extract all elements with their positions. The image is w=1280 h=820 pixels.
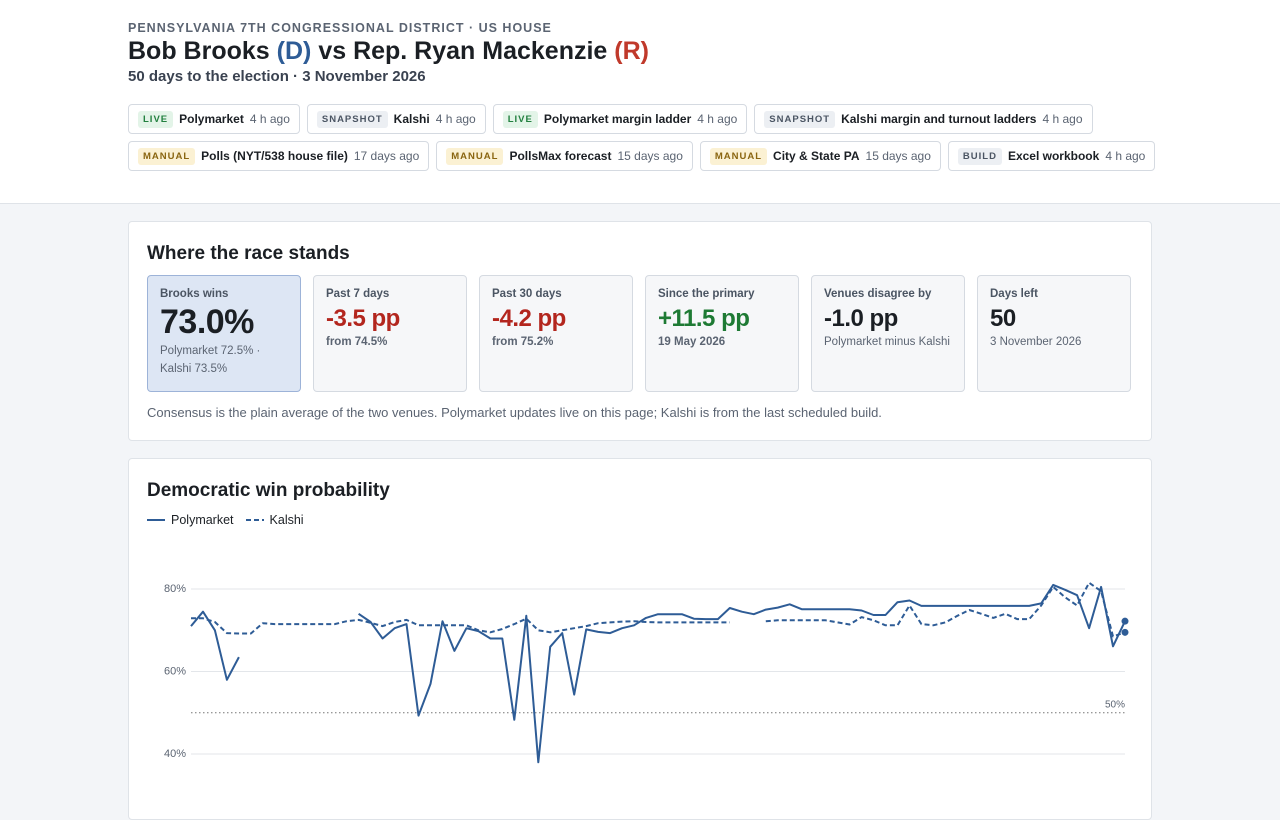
stat-tile: Since the primary +11.5 pp 19 May 2026 <box>645 275 799 392</box>
source-age: 4 h ago <box>435 112 476 126</box>
chart-title: Democratic win probability <box>147 480 390 501</box>
candidate: Bob Brooks <box>128 37 270 65</box>
stat-tile: Venues disagree by -1.0 pp Polymarket minu… <box>811 275 965 392</box>
legend-item: Polymarket <box>147 513 234 527</box>
source-chip: MANUAL City & State PA 15 days ago <box>699 141 941 171</box>
source-age: 4 h ago <box>1105 149 1146 163</box>
end-dot <box>1121 628 1129 636</box>
y-tick-label: 40% <box>164 748 186 760</box>
badge: MANUAL <box>709 147 768 165</box>
source-name: Excel workbook <box>1007 149 1100 163</box>
chart: 40% 60% 80% 50% <box>164 581 1129 764</box>
stat-value: 50 <box>990 305 1016 332</box>
source-name: Kalshi margin and turnout ladders <box>841 112 1037 126</box>
stat-sub: 19 May 2026 <box>658 336 726 348</box>
eyebrow: PENNSYLVANIA 7TH CONGRESSIONAL DISTRICT … <box>128 21 552 35</box>
source-row: MANUAL Polls (NYT/538 house file) 17 days … <box>128 141 1156 171</box>
series-line <box>190 583 1126 764</box>
source-name: Polymarket margin ladder <box>543 112 692 126</box>
stat-tile: Past 30 days -4.2 pp from 75.2% <box>479 275 633 392</box>
badge: MANUAL <box>138 147 196 165</box>
legend: Polymarket Kalshi <box>147 513 304 527</box>
card-title: Where the race stands <box>147 243 350 264</box>
header: PENNSYLVANIA 7TH CONGRESSIONAL DISTRICT … <box>0 0 1280 204</box>
party: (D) <box>276 37 312 65</box>
source-name: City & State PA <box>773 149 860 163</box>
stat-sub: 3 November 2026 <box>990 336 1082 348</box>
source-chip: LIVE Polymarket 4 h ago <box>128 104 300 134</box>
stat-sub: Polymarket minus Kalshi <box>824 336 950 348</box>
stat-value: -1.0 pp <box>824 305 898 332</box>
stat-label: Brooks wins <box>160 288 229 300</box>
source-age: 4 h ago <box>249 112 290 126</box>
stat-tile: Days left 50 3 November 2026 <box>977 275 1131 392</box>
stat-tile: Past 7 days -3.5 pp from 74.5% <box>313 275 467 392</box>
badge: LIVE <box>138 110 174 128</box>
source-chip: SNAPSHOT Kalshi margin and turnout ladder… <box>754 104 1093 134</box>
source-chip: BUILD Excel workbook 4 h ago <box>947 141 1156 171</box>
legend-swatch <box>147 519 165 521</box>
source-age: 15 days ago <box>617 149 683 163</box>
legend-label: Kalshi <box>269 513 304 527</box>
stat-value: 73.0% <box>160 303 254 341</box>
stat-label: Past 7 days <box>326 288 390 300</box>
stat-label: Since the primary <box>658 288 755 300</box>
stat-sub: from 74.5% <box>326 336 388 348</box>
source-chip: MANUAL Polls (NYT/538 house file) 17 days … <box>128 141 430 171</box>
legend-swatch <box>245 519 264 521</box>
y-tick-label: 60% <box>164 665 186 677</box>
headline: Bob Brooks (D) vs Rep. Ryan Mackenzie (R… <box>128 37 649 66</box>
opponent: vs Rep. Ryan Mackenzie <box>318 37 608 65</box>
reference-label: 50% <box>1105 699 1125 710</box>
tiles: Brooks wins 73.0% Polymarket 72.5% · Kalsh… <box>147 275 1131 392</box>
source-age: 15 days ago <box>865 149 931 163</box>
stat-label: Days left <box>990 288 1038 300</box>
stat-sub: from 75.2% <box>492 336 554 348</box>
stat-value: +11.5 pp <box>658 305 750 332</box>
source-age: 4 h ago <box>697 112 738 126</box>
source-name: Kalshi <box>393 112 430 126</box>
source-chip: SNAPSHOT Kalshi 4 h ago <box>306 104 486 134</box>
standing-card: Where the race stands Brooks wins 73.0% Po… <box>128 221 1152 441</box>
series-line <box>191 581 1126 638</box>
badge: BUILD <box>957 147 1002 165</box>
source-age: 17 days ago <box>353 149 420 163</box>
note: Consensus is the plain average of the tw… <box>147 405 882 420</box>
source-chip: LIVE Polymarket margin ladder 4 h ago <box>492 104 748 134</box>
source-name: Polls (NYT/538 house file) <box>201 149 348 163</box>
source-name: Polymarket <box>179 112 244 126</box>
party: (R) <box>614 37 649 65</box>
y-tick-label: 80% <box>164 583 186 595</box>
stat-label: Past 30 days <box>492 288 562 300</box>
source-age: 4 h ago <box>1042 112 1083 126</box>
end-dot <box>1121 617 1129 625</box>
legend-label: Polymarket <box>171 513 234 527</box>
chart-card: Democratic win probability Polymarket Kal… <box>128 458 1152 820</box>
stat-value: -4.2 pp <box>492 305 566 332</box>
stat-tile: Brooks wins 73.0% Polymarket 72.5% · Kalsh… <box>147 275 301 392</box>
badge: SNAPSHOT <box>764 110 836 128</box>
badge: MANUAL <box>446 147 504 165</box>
source-row: LIVE Polymarket 4 h ago SNAPSHOT Kalshi 4 h a… <box>128 104 1093 134</box>
badge: LIVE <box>502 110 538 128</box>
stat-sub: Polymarket 72.5% · Kalshi 73.5% <box>160 345 261 375</box>
legend-item: Kalshi <box>245 513 304 527</box>
stat-value: -3.5 pp <box>326 305 400 332</box>
source-name: PollsMax forecast <box>509 149 612 163</box>
stat-label: Venues disagree by <box>824 288 932 300</box>
badge: SNAPSHOT <box>316 110 388 128</box>
subtitle: 50 days to the election · 3 November 202… <box>128 68 426 85</box>
source-chip: MANUAL PollsMax forecast 15 days ago <box>436 141 693 171</box>
